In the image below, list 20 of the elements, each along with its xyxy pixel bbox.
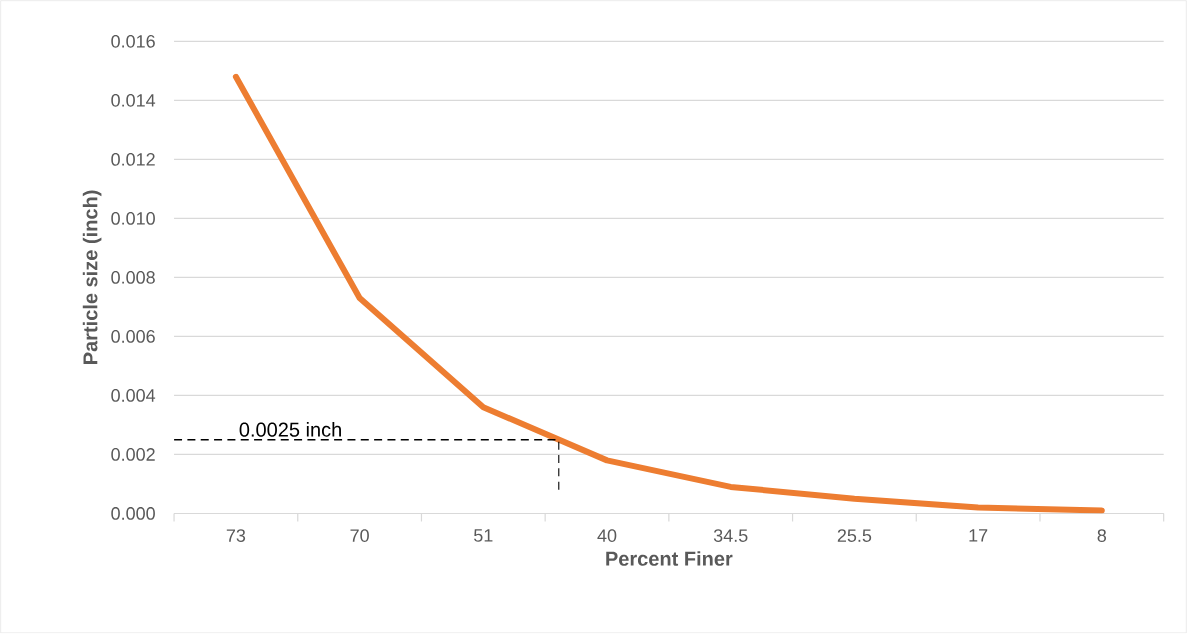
x-tick-label: 73 (226, 529, 246, 543)
x-tick-label: 25.5 (837, 529, 872, 543)
x-tick-label: 17 (969, 529, 988, 542)
x-axis-title: Percent Finer (606, 551, 733, 567)
y-tick-label: 0.010 (111, 212, 155, 225)
y-axis-title: Particle size (inch) (82, 190, 102, 365)
y-tick-label: 0.012 (111, 153, 155, 166)
ref-line-label: 0.0025 inch (239, 422, 341, 437)
y-tick-label: 0.014 (111, 94, 156, 107)
x-tick-label: 51 (474, 529, 493, 543)
x-tick-label: 70 (350, 529, 369, 543)
y-tick-label: 0.000 (111, 507, 155, 521)
x-tick-label: 8 (1097, 529, 1107, 543)
y-tick-label: 0.004 (111, 389, 156, 403)
y-tick-label: 0.008 (111, 271, 155, 285)
y-tick-label: 0.006 (111, 330, 155, 344)
y-tick-label: 0.002 (111, 448, 155, 462)
y-tick-label: 0.016 (111, 35, 155, 48)
x-tick-label: 34.5 (713, 529, 748, 543)
x-tick-label: 40 (597, 529, 617, 543)
